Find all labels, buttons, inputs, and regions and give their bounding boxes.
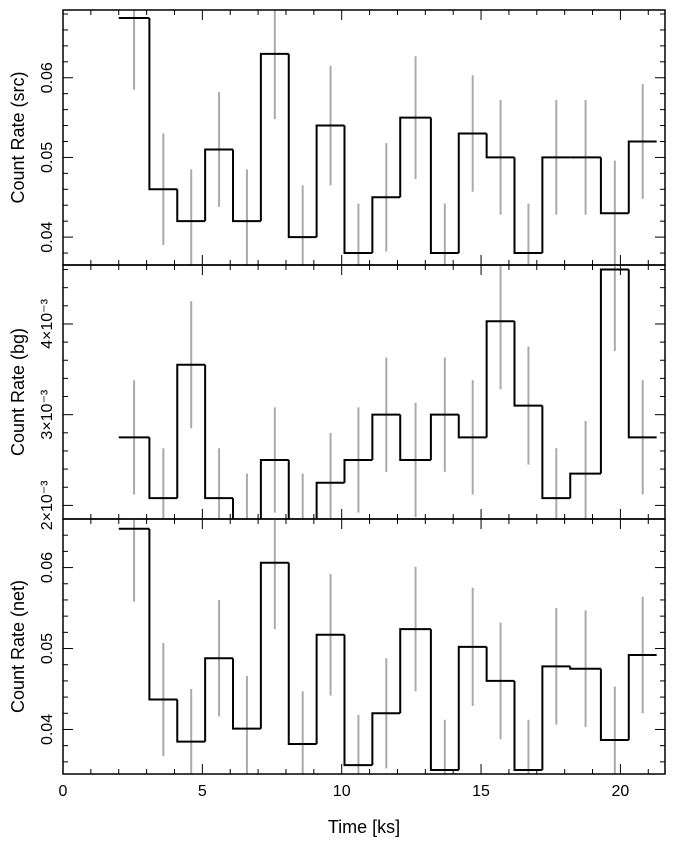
y-tick-label: 0.06 (39, 552, 56, 583)
step-bin (232, 658, 261, 730)
step-bin (176, 699, 206, 743)
x-tick-label: 5 (198, 783, 207, 800)
step-bin (232, 498, 235, 519)
step-bin (259, 459, 289, 519)
y-tick-label: 4×10⁻³ (39, 298, 56, 348)
step-bin (343, 634, 373, 767)
step-bin (429, 629, 459, 771)
y-tick-label: 3×10⁻³ (39, 389, 56, 439)
step-bin (343, 125, 373, 255)
panel-frame (62, 518, 666, 775)
step-bin (287, 460, 290, 519)
x-axis-label: Time [ks] (328, 817, 400, 837)
x-tick-label: 20 (612, 783, 630, 800)
step-bin (457, 414, 487, 439)
step-bin (399, 628, 431, 714)
step-bin (513, 157, 543, 255)
panel-2: 2×10⁻³ 3×10⁻³ 4×10⁻³ Count Rate (bg) (8, 264, 666, 530)
panel-frame (62, 264, 666, 520)
step-bin (287, 53, 317, 239)
step-bin (541, 156, 571, 254)
step-bin (315, 124, 345, 238)
y-tick-label: 0.04 (39, 714, 56, 745)
plot-area (118, 519, 657, 774)
step-bin (569, 666, 601, 670)
x-tick-label: 15 (472, 783, 490, 800)
step-bin (371, 196, 401, 254)
x-tick-label: 0 (59, 783, 68, 800)
step-bin (627, 140, 657, 214)
y-tick-label: 0.05 (39, 633, 56, 664)
step-bin (513, 321, 543, 407)
step-bin (148, 528, 178, 701)
step-bin (541, 405, 571, 500)
step-bin (541, 665, 571, 770)
step-bin (287, 562, 317, 746)
step-bin (569, 472, 601, 499)
step-bin (232, 149, 261, 223)
step-bin (371, 712, 401, 766)
step-bin (148, 17, 178, 191)
step-bin (399, 116, 431, 198)
plot-area (118, 265, 657, 519)
y-axis-label: Count Rate (src) (8, 71, 28, 203)
step-bin (627, 269, 657, 439)
step-bin (457, 132, 487, 254)
step-bin (485, 646, 515, 682)
step-bin (429, 117, 459, 255)
step-bin (176, 363, 206, 499)
step-bin (399, 414, 431, 462)
step-bin (513, 680, 543, 771)
x-tick-label: 10 (333, 783, 351, 800)
y-tick-label: 0.05 (39, 142, 56, 173)
y-tick-label: 0.04 (39, 221, 56, 252)
y-tick-label: 2×10⁻³ (39, 480, 56, 530)
step-bin (429, 413, 459, 461)
panels-group: 0.04 0.05 0.06 Count Rate (src) 2×10⁻³ 3×10⁻³… (8, 9, 666, 800)
step-bin (599, 268, 629, 474)
step-bin (259, 561, 289, 729)
step-bin (599, 668, 629, 741)
y-axis-label: Count Rate (bg) (8, 328, 28, 456)
y-axis-label: Count Rate (net) (8, 580, 28, 713)
panel-frame (62, 9, 666, 266)
step-bin (627, 654, 657, 740)
step-bin (343, 459, 373, 483)
panel-1: 0.04 0.05 0.06 Count Rate (src) (8, 9, 666, 266)
step-bin (371, 413, 401, 461)
step-bin (259, 52, 289, 222)
y-tick-label: 0.06 (39, 62, 56, 93)
step-bin (485, 133, 515, 159)
step-bin (176, 189, 206, 223)
step-bin (204, 148, 234, 222)
plot-area (118, 10, 657, 265)
panel-3: 0.04 0.05 0.06 Count Rate (net) 0 5 10 15 20 (8, 518, 666, 800)
step-bin (204, 657, 234, 742)
step-bin (204, 364, 234, 500)
step-bin (457, 645, 487, 770)
step-bin (485, 320, 515, 438)
step-bin (599, 157, 629, 215)
step-bin (315, 481, 345, 519)
step-bin (315, 633, 345, 745)
step-bin (148, 437, 178, 500)
